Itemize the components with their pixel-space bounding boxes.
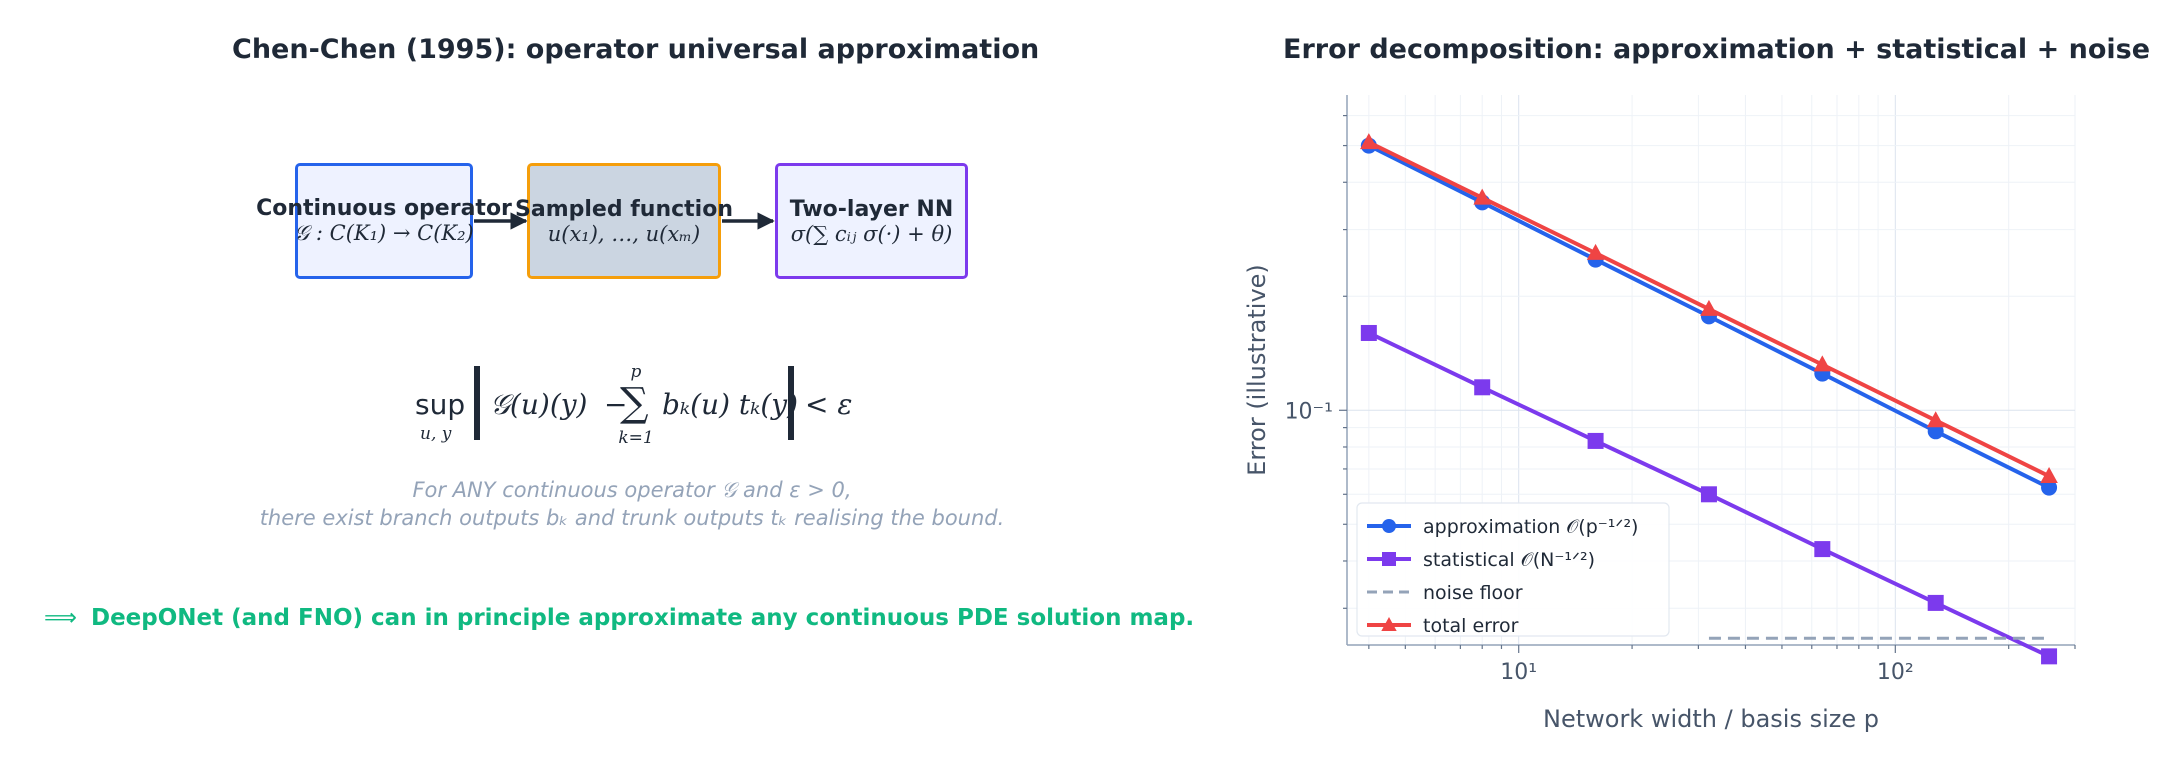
- formula-sum-top: p: [630, 362, 642, 382]
- series-3-point: [1473, 188, 1492, 205]
- series-1-point: [1814, 541, 1831, 558]
- series-3-point: [2040, 466, 2058, 483]
- legend-label-3: total error: [1423, 615, 1519, 637]
- formula-sup: sup: [415, 388, 466, 421]
- box-two-layer-nn-math: σ(∑ cᵢⱼ σ(·) + θ): [790, 221, 953, 246]
- formula-sum-sign: ∑: [620, 380, 649, 426]
- conclusion: ⟹ DeepONet (and FNO) can in principle app…: [44, 605, 1194, 631]
- series-1-point: [1587, 432, 1604, 449]
- formula-tail: < ε: [805, 388, 853, 421]
- box-continuous-operator-title: Continuous operator: [256, 196, 512, 221]
- formula-right-bar: [788, 366, 794, 440]
- x-tick-label: 10²: [1877, 660, 1914, 685]
- series-3-point: [1700, 299, 1718, 316]
- note-line-2: there exist branch outputs bₖ and trunk …: [259, 506, 1005, 530]
- x-axis-label: Network width / basis size p: [1543, 705, 1879, 733]
- chart-title: Error decomposition: approximation + sta…: [1283, 34, 2151, 65]
- series-3-point: [1926, 411, 1945, 428]
- legend-marker-0: [1382, 519, 1396, 533]
- conclusion-text: DeepONet (and FNO) can in principle appr…: [90, 605, 1195, 631]
- formula-sum-bottom: k=1: [618, 428, 654, 448]
- formula-minus: −: [604, 388, 628, 421]
- box-sampled-function-math: u(x₁), …, u(xₘ): [547, 221, 701, 246]
- legend-label-1: statistical 𝒪(N⁻¹ᐟ²): [1423, 549, 1595, 571]
- box-continuous-operator-math: 𝒢 : C(K₁) → C(K₂): [294, 221, 474, 245]
- series-1-point: [1927, 594, 1944, 611]
- x-tick-label: 10¹: [1500, 660, 1537, 685]
- left-panel-title: Chen-Chen (1995): operator universal app…: [232, 34, 1040, 65]
- box-two-layer-nn-title: Two-layer NN: [789, 196, 954, 222]
- series-1-point: [2041, 648, 2058, 665]
- box-sampled-function-title: Sampled function: [515, 196, 734, 222]
- box-two-layer-nn: Two-layer NN σ(∑ cᵢⱼ σ(·) + θ): [775, 163, 968, 279]
- series-1-point: [1474, 379, 1491, 396]
- legend-label-0: approximation 𝒪(p⁻¹ᐟ²): [1423, 516, 1638, 538]
- note-line-1: For ANY continuous operator 𝒢 and ε > 0,: [412, 478, 852, 502]
- box-continuous-operator: Continuous operator 𝒢 : C(K₁) → C(K₂): [256, 163, 512, 279]
- y-tick-label: 10⁻¹: [1285, 399, 1333, 424]
- approximation-formula: sup u, y 𝒢(u)(y) − p ∑ k=1 bₖ(u) tₖ(y) <…: [410, 360, 870, 450]
- formula-lhs: 𝒢(u)(y): [490, 388, 588, 421]
- legend-label-2: noise floor: [1423, 582, 1523, 604]
- series-1-point: [1700, 486, 1717, 503]
- series-3-point: [1360, 133, 1378, 150]
- legend-marker-3: [1381, 616, 1397, 631]
- legend-box: [1356, 502, 1670, 637]
- series-3-point: [1586, 243, 1605, 260]
- series-1-point: [1360, 324, 1377, 341]
- formula-sup-sub: u, y: [420, 424, 452, 444]
- series-0-point: [1927, 423, 1944, 440]
- series-3-point: [1813, 355, 1832, 372]
- series-0-point: [2041, 479, 2058, 496]
- legend-marker-1: [1382, 552, 1396, 566]
- box-sampled-function: Sampled function u(x₁), …, u(xₘ): [515, 163, 733, 279]
- formula-left-bar: [474, 366, 480, 440]
- formula-rhs: bₖ(u) tₖ(y): [662, 388, 799, 421]
- y-axis-label: Error (illustrative): [1243, 264, 1271, 476]
- conclusion-arrow: ⟹: [44, 605, 77, 631]
